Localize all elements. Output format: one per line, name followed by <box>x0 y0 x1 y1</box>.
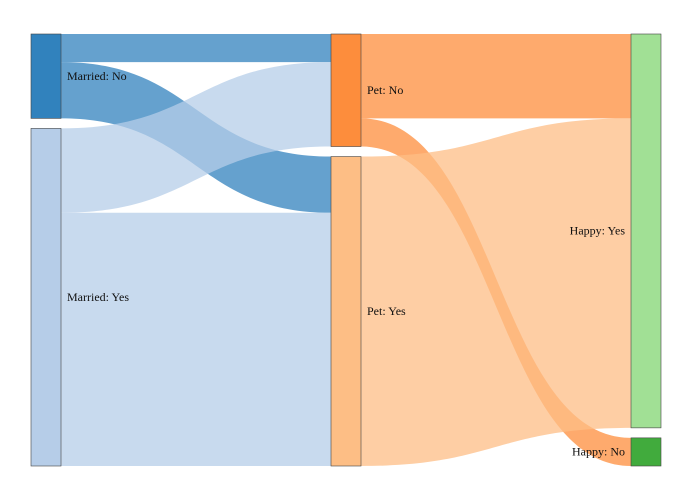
sankey-link-pet-yes-to-happy-yes <box>361 118 631 467</box>
sankey-link-married-yes-to-pet-yes <box>61 212 331 466</box>
sankey-node-happy-no <box>630 437 662 467</box>
sankey-link-pet-no-to-happy-yes <box>361 34 631 119</box>
sankey-node-happy-yes <box>630 33 662 429</box>
sankey-node-pet-yes <box>330 156 362 467</box>
sankey-node-label-pet-yes: Pet: Yes <box>367 304 406 318</box>
sankey-node-label-pet-no: Pet: No <box>367 83 403 97</box>
links-layer <box>61 34 631 467</box>
sankey-node-married-no <box>30 33 62 119</box>
sankey-node-married-yes <box>30 128 62 467</box>
sankey-link-married-no-to-pet-no <box>61 34 331 63</box>
sankey-node-label-married-yes: Married: Yes <box>67 290 129 304</box>
sankey-node-pet-no <box>330 33 362 147</box>
sankey-node-label-married-no: Married: No <box>67 69 127 83</box>
sankey-node-label-happy-yes: Happy: Yes <box>570 224 626 238</box>
sankey-node-label-happy-no: Happy: No <box>572 445 625 459</box>
nodes-layer <box>30 33 662 467</box>
labels-layer: Married: No Married: Yes Pet: No Pet: Yes Ha… <box>67 69 625 459</box>
sankey-link-married-yes-to-pet-no <box>61 62 331 213</box>
